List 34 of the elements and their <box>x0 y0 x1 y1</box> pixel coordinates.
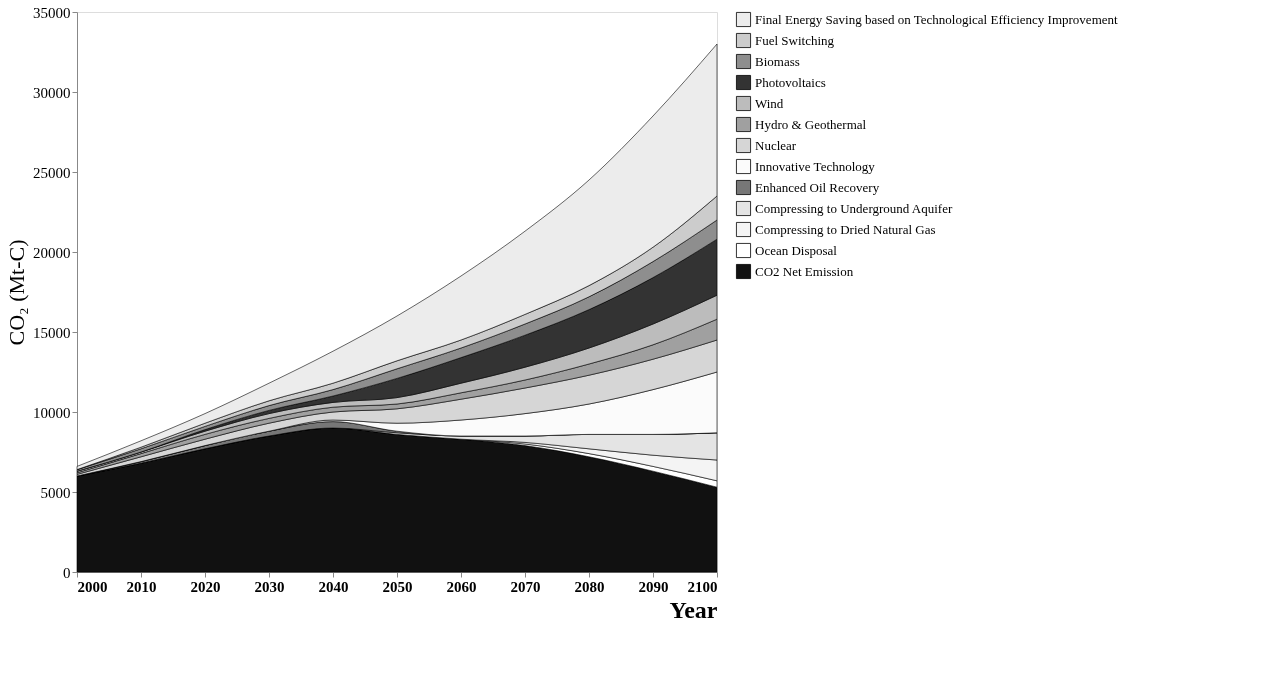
y-tick-label: 35000 <box>33 4 71 21</box>
legend-label: Ocean Disposal <box>755 242 838 258</box>
y-axis-title: CO₂ (Mt-C) <box>4 239 29 346</box>
legend-label: Photovoltaics <box>755 74 826 90</box>
y-tick-label: 15000 <box>33 324 71 341</box>
x-axis-title: Year <box>669 596 718 623</box>
legend-label: Final Energy Saving based on Technological Efficiency Improvement <box>755 11 1119 27</box>
x-tick-label: 2060 <box>446 578 477 595</box>
y-tick-label: 0 <box>63 564 71 581</box>
x-tick-label: 2080 <box>574 578 605 595</box>
x-tick-label: 2070 <box>510 578 541 595</box>
legend-label: CO2 Net Emission <box>755 263 854 279</box>
x-tick-label: 2040 <box>318 578 349 595</box>
legend-label: Biomass <box>755 53 800 69</box>
legend-label: Hydro & Geothermal <box>755 116 867 132</box>
legend-label: Innovative Technology <box>755 158 876 174</box>
legend-label: Compressing to Dried Natural Gas <box>755 221 936 237</box>
y-tick-label: 20000 <box>33 244 71 261</box>
x-tick-label: 2100 <box>687 578 718 595</box>
x-tick-label: 2050 <box>382 578 413 595</box>
legend-label: Enhanced Oil Recovery <box>755 179 880 195</box>
x-tick-label: 2090 <box>638 578 669 595</box>
legend-label: Wind <box>755 95 784 111</box>
x-tick-label: 2000 <box>77 578 108 595</box>
legend-label: Fuel Switching <box>755 32 835 48</box>
legend-label: Nuclear <box>755 137 797 153</box>
x-tick-label: 2010 <box>126 578 157 595</box>
y-tick-label: 5000 <box>40 484 71 501</box>
y-tick-label: 10000 <box>33 404 71 421</box>
x-tick-label: 2030 <box>254 578 285 595</box>
legend-label: Compressing to Underground Aquifer <box>755 200 953 216</box>
y-tick-label: 30000 <box>33 84 71 101</box>
y-tick-label: 25000 <box>33 164 71 181</box>
x-tick-label: 2020 <box>190 578 221 595</box>
